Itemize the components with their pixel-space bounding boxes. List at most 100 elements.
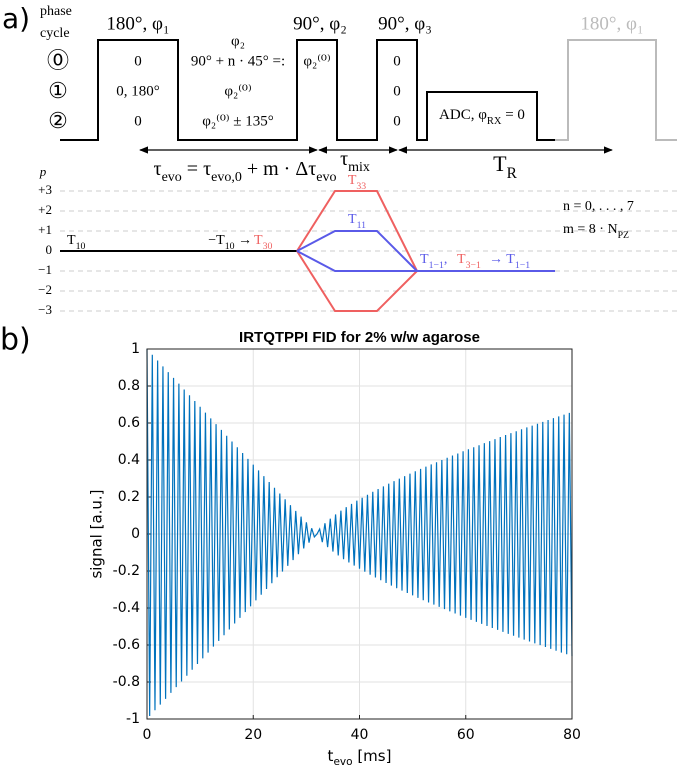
text-segment: T — [254, 233, 263, 248]
coherence-label: T3−1 — [457, 252, 481, 271]
pulse-line-repeat — [555, 39, 677, 141]
phase-definition: φ₂⁽⁰⁾ ± 135° — [202, 112, 274, 129]
x-tick-label: 0 — [143, 727, 152, 743]
x-axis-label: tevo [ms] — [328, 747, 392, 769]
text-segment: , — [444, 252, 448, 267]
y-tick-label: -0.8 — [113, 674, 140, 690]
phase-cycle-label: phase — [40, 4, 72, 19]
coherence-level: +1 — [38, 222, 52, 237]
cycle-number: ⓪ — [47, 48, 69, 73]
x-tick-label: 80 — [563, 727, 581, 743]
coherence-level: 0 — [46, 242, 53, 257]
text-segment: t — [328, 747, 334, 765]
y-tick-label: 0.4 — [118, 452, 140, 468]
coherence-label: T11 — [348, 212, 366, 231]
coherence-label: T33 — [348, 173, 366, 192]
y-tick-label: 0.2 — [118, 489, 140, 505]
subscript: R — [507, 165, 518, 182]
coherence-level: −2 — [38, 282, 52, 297]
y-tick-label: -1 — [126, 711, 140, 727]
text-segment: T — [348, 173, 357, 188]
coherence-label: T1−1, — [420, 252, 447, 271]
y-tick-label: 0.8 — [118, 378, 140, 394]
x-tick-label: 20 — [244, 727, 262, 743]
text-segment: → — [235, 233, 253, 248]
text-segment: ADC, φ — [439, 107, 487, 123]
phase-definition: 90° + n · 45° =: — [191, 53, 285, 69]
coherence-label: T10 — [67, 233, 85, 252]
subscript: evo — [162, 170, 182, 185]
y-tick-label: -0.2 — [113, 563, 140, 579]
subscript: mix — [348, 160, 370, 175]
phase-value: 0 — [134, 113, 142, 129]
parameter-note: n = 0, . . . , 7 — [563, 199, 634, 214]
pulse-label: 90°, φ₂ — [293, 13, 347, 34]
pulse-label: 180°, φ₁ — [106, 13, 169, 34]
y-tick-label: 0 — [131, 526, 140, 542]
text-segment: T — [493, 151, 507, 176]
subscript: 10 — [225, 241, 235, 252]
parameter-note: m = 8 · NPZ — [563, 222, 629, 241]
phase-value: 0 — [134, 53, 142, 69]
text-segment: T — [420, 252, 429, 267]
timing-label: τevo = τevo,0 + m · Δτevo — [154, 158, 337, 185]
subscript: RX — [487, 116, 502, 127]
y-axis-label: signal [a.u.] — [88, 489, 106, 578]
cycle-number: ① — [48, 78, 68, 103]
phase-value: 0, 180° — [116, 83, 160, 99]
coherence-path-triple — [296, 190, 418, 312]
x-tick-label: 60 — [457, 727, 475, 743]
phase-definition: φ₂ — [231, 33, 245, 49]
coherence-level: +2 — [38, 202, 52, 217]
subscript: PZ — [618, 230, 629, 241]
y-tick-label: 0.6 — [118, 415, 140, 431]
text-segment: −T — [208, 233, 225, 248]
subscript: evo,0 — [211, 170, 242, 185]
chart-title: IRTQTPPI FID for 2% w/w agarose — [239, 329, 480, 346]
coherence-level: −1 — [38, 262, 52, 277]
text-segment: = τ — [182, 158, 211, 180]
text-segment: T — [457, 252, 466, 267]
coherence-level: −3 — [38, 302, 52, 317]
subscript: 10 — [76, 241, 86, 252]
coherence-label: −T10 → — [208, 233, 252, 252]
plot — [146, 348, 573, 720]
pulse-label: 180°, φ₁ — [580, 13, 643, 34]
text-segment: m = 8 · N — [563, 222, 618, 237]
sequence-diagram — [60, 39, 677, 312]
y-tick-label: -0.4 — [113, 600, 140, 616]
pulse-label: 90°, φ₃ — [378, 13, 432, 34]
text-segment: = 0 — [501, 107, 524, 123]
text-segment: T — [67, 233, 76, 248]
subscript: evo — [333, 756, 352, 768]
text-segment: → T — [489, 252, 515, 267]
coherence-level: +3 — [38, 182, 52, 197]
text-segment: τ — [154, 158, 162, 180]
subscript: 30 — [263, 241, 273, 252]
y-tick-label: 1 — [131, 341, 140, 357]
plot-frame — [146, 348, 573, 720]
phase-value: 0 — [393, 83, 401, 99]
signal-line — [146, 348, 573, 717]
subscript: 11 — [357, 220, 367, 231]
x-tick-label: 40 — [351, 727, 369, 743]
y-tick-label: -0.6 — [113, 637, 140, 653]
subscript: 1−1 — [515, 260, 530, 271]
text-segment: + m · Δτ — [242, 158, 316, 180]
text-segment: T — [348, 212, 357, 227]
coherence-path-single — [296, 230, 555, 272]
phase-definition: φ₂⁽⁰⁾ — [224, 82, 251, 99]
coherence-label: T30 — [254, 233, 272, 252]
phase-value: 0 — [393, 113, 401, 129]
panel-label: a) — [2, 2, 30, 35]
subscript: evo — [316, 170, 336, 185]
text-segment: τ — [340, 148, 348, 170]
coherence-label: → T1−1 — [489, 252, 530, 271]
phase-cycle-label: cycle — [40, 26, 70, 41]
subscript: 1−1 — [429, 260, 444, 271]
panel-label: b) — [0, 323, 31, 358]
coherence-axis-label: p — [39, 164, 47, 179]
timing-label: TR — [493, 151, 517, 182]
subscript: 3−1 — [466, 260, 481, 271]
